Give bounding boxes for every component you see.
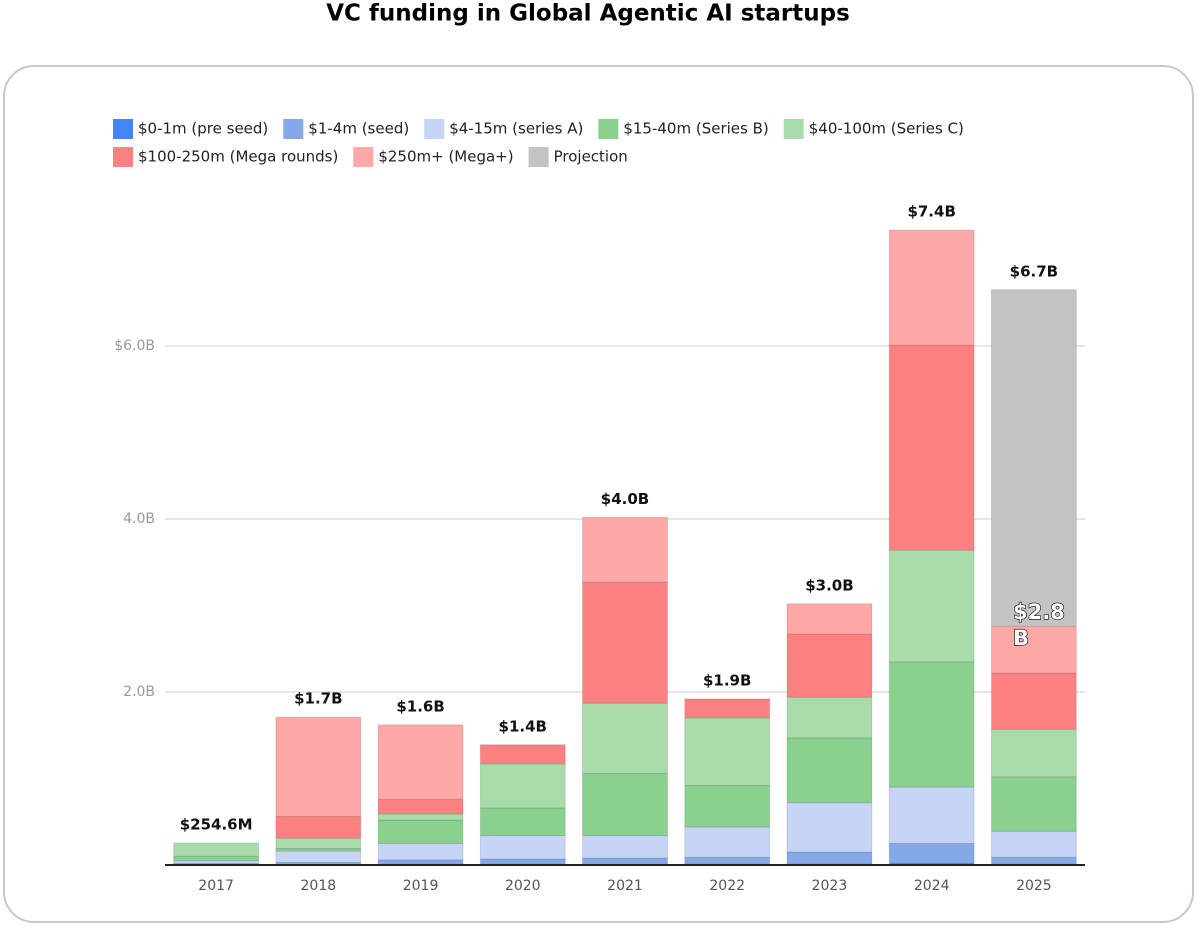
legend-label: Projection <box>554 148 628 166</box>
bar-segment <box>684 856 771 865</box>
total-label: $254.6M <box>180 815 253 833</box>
legend-label: $15-40m (Series B) <box>623 120 768 138</box>
legend-label: $40-100m (Series C) <box>809 120 964 138</box>
total-label: $4.0B <box>601 490 649 508</box>
legend-item: Projection <box>528 147 628 167</box>
bar-segment <box>377 813 464 821</box>
bar-segment <box>479 807 566 837</box>
bar-segment <box>275 837 362 850</box>
bar-segment <box>888 344 975 551</box>
bar-segment <box>582 857 668 865</box>
bar-segment <box>377 842 464 861</box>
x-tick-label: 2021 <box>607 878 643 894</box>
bar-segment <box>173 842 260 857</box>
legend-item: $100-250m (Mega rounds) <box>113 147 338 167</box>
total-label: $3.0B <box>805 576 853 594</box>
x-tick-label: 2018 <box>301 878 337 894</box>
bar-segment <box>275 716 362 818</box>
y-tick-label: 4.0B <box>123 511 155 527</box>
bar-segment <box>990 625 1077 674</box>
x-tick-label: 2019 <box>403 878 439 894</box>
bar-segment <box>888 549 975 663</box>
bar-segment <box>990 289 1077 627</box>
total-label: $1.6B <box>396 697 444 715</box>
total-label: $1.9B <box>703 671 751 689</box>
legend-swatch <box>783 119 804 139</box>
bar-segment <box>786 802 873 853</box>
x-tick-label: 2025 <box>1016 878 1052 894</box>
legend-item: $0-1m (pre seed) <box>113 119 268 139</box>
bar-segment <box>786 851 873 865</box>
bar-segment <box>990 672 1077 730</box>
total-label: $7.4B <box>907 203 955 221</box>
legend-swatch <box>283 119 304 139</box>
bar-segment <box>786 737 873 804</box>
chart-title: VC funding in Global Agentic AI startups <box>326 1 850 27</box>
legend-item: $1-4m (seed) <box>283 119 409 139</box>
bar-segment <box>377 859 464 865</box>
bar-segment <box>479 858 566 865</box>
legend-label: $0-1m (pre seed) <box>138 120 268 138</box>
legend-label: $4-15m (series A) <box>449 120 583 138</box>
bar-segment <box>888 229 975 346</box>
bar-segment <box>275 850 362 863</box>
bar-segment <box>786 603 873 635</box>
bar-segment <box>990 830 1077 858</box>
legend-item: $40-100m (Series C) <box>783 119 964 139</box>
bar-segment <box>990 728 1077 778</box>
bar-segment <box>275 816 362 839</box>
legend-swatch <box>113 147 133 167</box>
legend-label: $100-250m (Mega rounds) <box>138 148 338 166</box>
total-label: $1.7B <box>294 690 342 708</box>
bar-segment <box>377 819 464 844</box>
total-label: $6.7B <box>1010 262 1058 280</box>
bar-segment <box>582 516 668 583</box>
legend-item: $4-15m (series A) <box>424 119 583 139</box>
bar-segment <box>377 724 464 800</box>
bar-segment <box>684 698 771 719</box>
bar-segment <box>582 835 668 859</box>
x-tick-label: 2017 <box>198 878 234 894</box>
total-label: $1.4B <box>499 717 547 735</box>
legend-swatch <box>424 119 445 139</box>
x-tick-label: 2020 <box>505 878 541 894</box>
y-tick-label: 2.0B <box>123 684 155 700</box>
bar-segment <box>377 798 464 815</box>
legend-label: $1-4m (seed) <box>308 120 409 138</box>
bar-segment <box>786 696 873 739</box>
legend-item: $15-40m (Series B) <box>598 119 769 139</box>
bar-segment <box>582 702 668 774</box>
bar-segment <box>888 842 975 864</box>
legend-swatch <box>113 119 133 139</box>
legend-swatch <box>528 147 549 167</box>
annotation: B <box>1013 626 1029 650</box>
bar-segment <box>582 772 668 837</box>
bar-segment <box>888 786 975 844</box>
y-tick-label: $6.0B <box>114 338 155 354</box>
legend-swatch <box>353 147 374 167</box>
bar-segment <box>479 835 566 860</box>
bar-segment <box>888 661 975 788</box>
bar-segment <box>786 633 873 698</box>
bar-segment <box>479 744 566 765</box>
x-tick-label: 2022 <box>709 878 745 894</box>
legend-item: $250m+ (Mega+) <box>353 147 514 167</box>
x-tick-label: 2023 <box>812 878 848 894</box>
bar-segment <box>684 784 771 828</box>
bar-segment <box>684 826 771 858</box>
legend-swatch <box>598 119 619 139</box>
bar-segment <box>990 856 1077 865</box>
bar-segment <box>990 776 1077 832</box>
legend-label: $250m+ (Mega+) <box>378 148 513 166</box>
bar-segment <box>173 855 260 862</box>
x-tick-label: 2024 <box>914 878 950 894</box>
bar-segment <box>684 717 771 786</box>
bar-segment <box>479 763 566 809</box>
annotation: $2.8 <box>1013 600 1065 624</box>
bar-segment <box>582 581 668 704</box>
